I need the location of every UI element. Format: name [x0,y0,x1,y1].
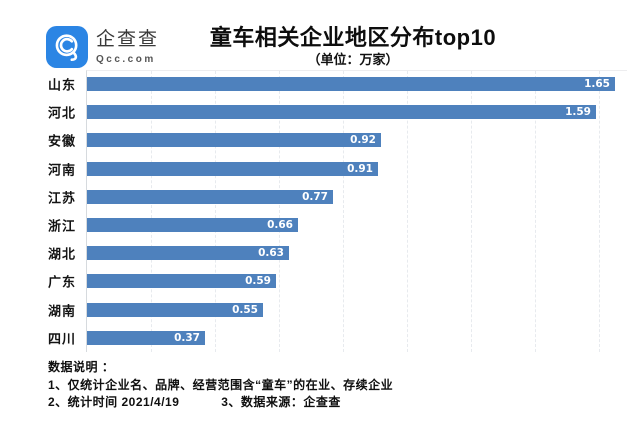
category-label: 山东 [47,77,76,93]
bar: 0.92 [87,133,381,148]
data-notes: 数据说明 ： 1、仅统计企业名、品牌、经营范围含“童车”的在业、存续企业 2、统… [48,359,393,412]
chart-row: 安徽 0.92 [0,126,643,154]
data-note-heading: 数据说明 ： [48,360,115,374]
qcc-logo-text: 企查查 Qcc.com [96,29,159,65]
category-label: 广东 [47,274,76,290]
bar: 0.37 [87,330,205,345]
bar-value-label: 0.63 [258,247,284,260]
plot-area [86,70,627,352]
qcc-logo-icon [46,26,88,68]
gridline [343,71,344,352]
bar: 1.59 [87,105,596,120]
category-label: 四川 [47,331,76,347]
brand-domain: Qcc.com [96,54,156,65]
category-label: 湖南 [47,303,76,319]
chart-row: 四川 0.37 [0,324,643,352]
bar-value-label: 0.59 [245,275,271,288]
bar: 0.59 [87,274,276,289]
gridline [535,71,536,352]
bar-value-label: 1.65 [584,78,610,91]
bar: 0.77 [87,189,333,204]
category-label: 江苏 [47,190,76,206]
category-label: 安徽 [47,133,76,149]
chart-row: 浙江 0.66 [0,211,643,239]
chart-row: 广东 0.59 [0,267,643,295]
bar: 0.66 [87,218,298,233]
gridline [471,71,472,352]
bar: 0.91 [87,161,378,176]
chart-unit-subtitle: （单位：万家） [307,52,399,67]
gridline [279,71,280,352]
bar: 0.63 [87,246,289,261]
gridline [407,71,408,352]
chart-row: 江苏 0.77 [0,183,643,211]
gridline [599,71,600,352]
chart-row: 山东 1.65 [0,70,643,98]
chart-title: 童车相关企业地区分布top10 [209,25,497,50]
category-label: 河南 [47,162,76,178]
bar: 0.55 [87,302,263,317]
gridline [151,71,152,352]
bar-chart: 山东 1.65 河北 1.59 安徽 0.92 河南 0.91 江苏 0.77 浙江 0.66 湖北 0.… [0,70,643,352]
chart-row: 河北 1.59 [0,98,643,126]
category-label: 河北 [47,105,76,121]
data-note-1: 1、仅统计企业名、品牌、经营范围含“童车”的在业、存续企业 [48,377,394,392]
bar: 1.65 [87,77,615,92]
category-label: 浙江 [47,218,76,234]
chart-row: 湖北 0.63 [0,239,643,267]
bar-value-label: 0.91 [347,162,373,175]
data-note-3: 3、数据来源：企查查 [221,395,341,409]
bar-value-label: 1.59 [565,106,591,119]
bar-value-label: 0.66 [267,219,293,232]
bar-value-label: 0.55 [232,303,258,316]
category-label: 湖北 [47,246,76,262]
brand-name: 企查查 [96,29,160,50]
gridline [215,71,216,352]
bar-value-label: 0.92 [350,134,376,147]
chart-row: 湖南 0.55 [0,296,643,324]
bar-value-label: 0.77 [302,190,328,203]
bar-value-label: 0.37 [174,331,200,344]
data-note-row: 2、统计时间 2021/4/19 3、数据来源：企查查 [48,394,393,412]
data-note-2: 2、统计时间 2021/4/19 [48,395,180,409]
qcc-logo: 企查查 Qcc.com [46,26,159,68]
chart-rows: 山东 1.65 河北 1.59 安徽 0.92 河南 0.91 江苏 0.77 浙江 0.66 湖北 0.… [0,70,643,352]
chart-row: 河南 0.91 [0,155,643,183]
